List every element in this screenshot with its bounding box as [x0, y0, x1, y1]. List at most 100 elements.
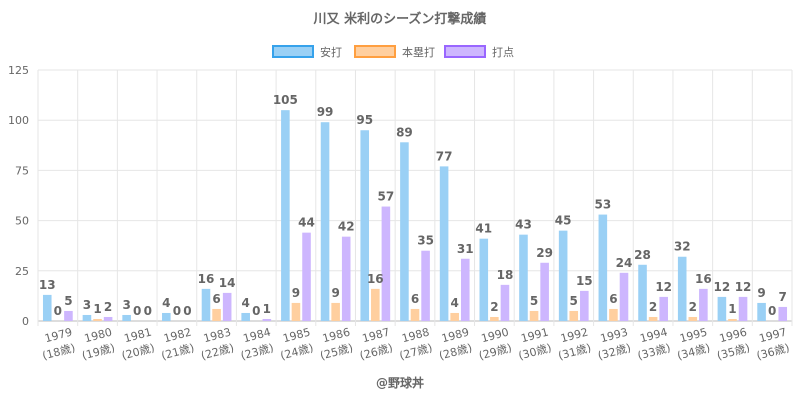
bar-1 — [688, 316, 698, 321]
data-label: 2 — [490, 300, 498, 314]
data-label: 105 — [273, 93, 298, 107]
bar-2 — [659, 296, 668, 321]
x-tick: 1994(33歳) — [636, 326, 672, 363]
bar-0 — [122, 314, 131, 321]
data-label: 6 — [609, 292, 617, 306]
data-label: 1 — [93, 302, 101, 316]
data-label: 99 — [317, 105, 334, 119]
data-label: 89 — [396, 125, 413, 139]
bar-1 — [450, 312, 459, 321]
legend-label[interactable]: 本塁打 — [402, 45, 435, 59]
data-label: 43 — [515, 218, 532, 232]
bar-0 — [677, 256, 687, 321]
x-tick: 1996(35歳) — [715, 326, 751, 363]
bar-1 — [371, 288, 380, 321]
data-label: 42 — [338, 220, 355, 234]
data-label: 4 — [242, 296, 250, 310]
data-label: 53 — [594, 198, 611, 212]
x-tick: 1992(31歳) — [557, 326, 593, 363]
bar-1 — [291, 302, 301, 321]
data-label: 0 — [133, 304, 141, 318]
data-label: 0 — [768, 304, 776, 318]
bar-2 — [262, 318, 272, 321]
data-label: 4 — [451, 296, 459, 310]
data-label: 9 — [757, 286, 765, 300]
bar-0 — [162, 312, 171, 321]
bar-1 — [410, 308, 420, 321]
legend-swatch[interactable] — [354, 45, 396, 58]
bar-2 — [500, 284, 510, 321]
data-label: 3 — [122, 298, 130, 312]
data-label: 28 — [634, 248, 651, 262]
data-label: 0 — [252, 304, 260, 318]
bar-0 — [360, 130, 370, 321]
bar-1 — [609, 308, 618, 321]
data-label: 12 — [655, 280, 672, 294]
y-tick-label: 75 — [15, 164, 29, 177]
y-tick-label: 125 — [8, 64, 29, 77]
x-tick: 1980(19歳) — [81, 326, 117, 363]
legend-swatch[interactable] — [444, 45, 486, 58]
y-tick-label: 25 — [15, 265, 29, 278]
y-tick-label: 100 — [8, 114, 29, 127]
bar-0 — [558, 230, 568, 321]
bar-2 — [778, 306, 788, 321]
data-label: 1 — [263, 302, 271, 316]
data-label: 6 — [411, 292, 419, 306]
bars — [42, 110, 788, 321]
footer-credit: @野球丼 — [376, 375, 424, 390]
data-label: 35 — [417, 234, 434, 248]
legend-label[interactable]: 安打 — [320, 45, 342, 59]
x-tick: 1995(34歳) — [676, 326, 712, 363]
bar-0 — [598, 214, 608, 321]
data-label: 9 — [292, 286, 300, 300]
bar-0 — [82, 314, 92, 321]
data-label: 45 — [555, 214, 572, 228]
x-tick: 1987(26歳) — [358, 326, 394, 363]
bar-1 — [212, 308, 221, 321]
x-tick: 1985(24歳) — [279, 326, 315, 363]
bar-2 — [302, 232, 311, 321]
data-label: 9 — [331, 286, 339, 300]
data-label: 5 — [530, 294, 538, 308]
x-tick: 1983(22歳) — [200, 326, 236, 363]
data-label: 12 — [735, 280, 752, 294]
legend-swatch[interactable] — [272, 45, 314, 58]
x-tick: 1981(20歳) — [120, 326, 156, 363]
legend: 安打 本塁打 打点 — [272, 45, 514, 59]
x-tick: 1988(27歳) — [398, 326, 434, 363]
bar-2 — [64, 310, 73, 321]
data-label: 5 — [64, 294, 72, 308]
bar-1 — [529, 310, 539, 321]
bar-2 — [341, 236, 351, 321]
bar-0 — [320, 122, 330, 321]
x-tick: 1979(18歳) — [41, 326, 77, 363]
data-label: 13 — [39, 278, 56, 292]
data-label: 16 — [367, 272, 384, 286]
data-label: 3 — [83, 298, 91, 312]
data-label: 2 — [649, 300, 657, 314]
data-label: 29 — [536, 246, 553, 260]
bar-2 — [619, 272, 629, 321]
data-label: 77 — [436, 149, 453, 163]
bar-2 — [421, 250, 430, 321]
data-label: 0 — [173, 304, 181, 318]
bar-0 — [479, 238, 489, 321]
data-label: 4 — [162, 296, 170, 310]
data-label: 0 — [183, 304, 191, 318]
x-tick: 1993(32歳) — [596, 326, 632, 363]
y-tick-label: 50 — [15, 215, 29, 228]
bar-0 — [638, 264, 647, 321]
data-label: 41 — [475, 222, 492, 236]
bar-2 — [699, 288, 708, 321]
bar-1 — [490, 316, 499, 321]
x-tick: 1991(30歳) — [517, 326, 553, 363]
bar-0 — [241, 312, 250, 321]
bar-2 — [381, 206, 391, 321]
data-label: 18 — [497, 268, 514, 282]
data-label: 2 — [689, 300, 697, 314]
legend-label[interactable]: 打点 — [492, 45, 514, 59]
data-label: 16 — [198, 272, 215, 286]
